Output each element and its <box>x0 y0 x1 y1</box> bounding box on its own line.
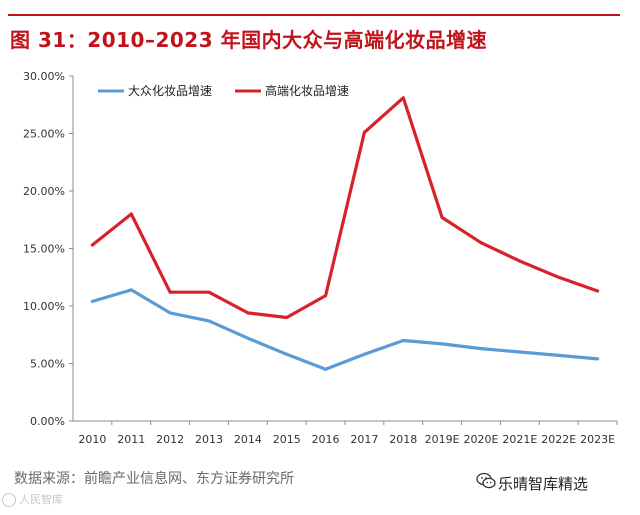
data-point-series-2 <box>129 212 133 216</box>
x-tick-label: 2016 <box>312 433 340 446</box>
x-tick-label: 2019E <box>425 433 460 446</box>
data-point-series-2 <box>479 241 483 245</box>
watermark-text: 人民智库 <box>19 493 63 506</box>
data-point-series-1 <box>90 299 94 303</box>
legend: 大众化妆品增速 高端化妆品增速 <box>98 83 349 98</box>
x-tick-label: 2023E <box>580 433 615 446</box>
watermark: 人民智库 <box>2 491 63 507</box>
x-tick-label: 2010 <box>78 433 106 446</box>
data-point-series-2 <box>557 275 561 279</box>
data-point-series-2 <box>596 289 600 293</box>
x-tick-label: 2012 <box>156 433 184 446</box>
data-point-series-2 <box>246 311 250 315</box>
axes <box>72 76 617 422</box>
data-point-series-1 <box>129 288 133 292</box>
data-point-series-1 <box>596 357 600 361</box>
y-tick-label: 10.00% <box>23 300 65 313</box>
data-point-series-1 <box>557 353 561 357</box>
data-point-series-1 <box>479 347 483 351</box>
title-rule <box>8 14 620 16</box>
x-tick-labels: 2010 2011 2012 2013 2014 2015 2016 2017 2018 2019… <box>78 421 618 446</box>
source-note: 数据来源：前瞻产业信息网、东方证券研究所 <box>14 471 294 487</box>
y-tick-label: 30.00% <box>23 70 65 83</box>
x-tick-label: 2020E <box>464 433 499 446</box>
figure-title: 图 31：2010–2023 年国内大众与高端化妆品增速 <box>10 28 488 52</box>
data-point-series-2 <box>518 259 522 263</box>
data-point-series-2 <box>440 215 444 219</box>
data-point-series-1 <box>168 311 172 315</box>
legend-label-2: 高端化妆品增速 <box>265 83 349 98</box>
series-lines <box>90 96 600 371</box>
x-tick-label: 2021E <box>502 433 537 446</box>
data-point-series-1 <box>518 350 522 354</box>
y-tick-label: 15.00% <box>23 243 65 256</box>
data-point-series-2 <box>285 316 289 319</box>
data-point-series-1 <box>246 336 250 340</box>
x-tick-label: 2022E <box>541 433 576 446</box>
wechat-icon <box>476 472 496 489</box>
data-point-series-2 <box>362 130 366 134</box>
series-line-2 <box>90 96 600 320</box>
brand-name: 乐晴智库精选 <box>498 475 589 493</box>
data-point-series-2 <box>324 294 328 298</box>
data-point-series-1 <box>324 367 328 371</box>
legend-label-1: 大众化妆品增速 <box>128 84 212 98</box>
x-tick-label: 2018 <box>389 433 417 446</box>
data-point-series-2 <box>401 96 405 100</box>
y-tick-label: 0.00% <box>30 415 65 428</box>
data-point-series-2 <box>207 290 211 294</box>
y-tick-label: 5.00% <box>30 358 65 371</box>
data-point-series-1 <box>401 339 405 342</box>
y-tick-labels: 0.00% 5.00% 10.00% 15.00% 20.00% 25.00% 30.00% <box>23 70 73 428</box>
data-point-series-1 <box>207 319 211 323</box>
y-tick-label: 20.00% <box>23 185 65 198</box>
y-tick-label: 25.00% <box>23 128 65 141</box>
x-tick-label: 2011 <box>117 433 145 446</box>
data-point-series-2 <box>168 290 172 294</box>
data-point-series-1 <box>362 352 366 356</box>
x-tick-label: 2013 <box>195 433 223 446</box>
watermark-logo-icon <box>2 493 16 507</box>
x-tick-label: 2017 <box>350 433 378 446</box>
x-tick-label: 2014 <box>234 433 262 446</box>
data-point-series-1 <box>285 352 289 356</box>
data-point-series-1 <box>440 342 444 346</box>
data-point-series-2 <box>90 243 94 247</box>
x-tick-label: 2015 <box>273 433 301 446</box>
series-line-1 <box>90 288 600 371</box>
